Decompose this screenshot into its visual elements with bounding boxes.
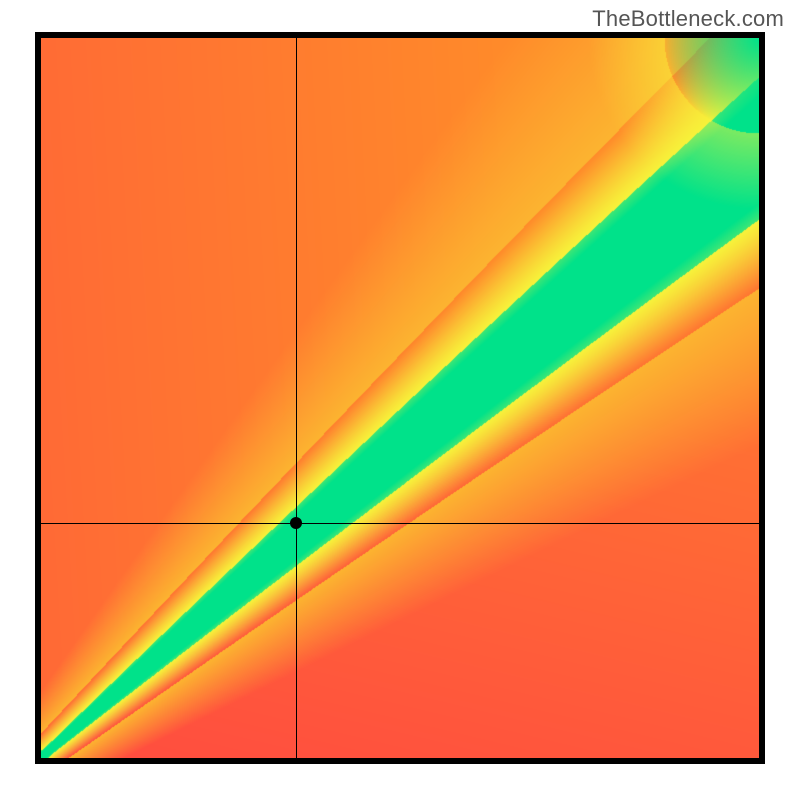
crosshair-horizontal <box>41 523 759 524</box>
watermark-text: TheBottleneck.com <box>592 6 784 32</box>
plot-area <box>41 38 759 758</box>
marker-point <box>290 517 302 529</box>
chart-container: TheBottleneck.com <box>0 0 800 800</box>
heatmap-canvas <box>41 38 759 758</box>
crosshair-vertical <box>296 38 297 758</box>
